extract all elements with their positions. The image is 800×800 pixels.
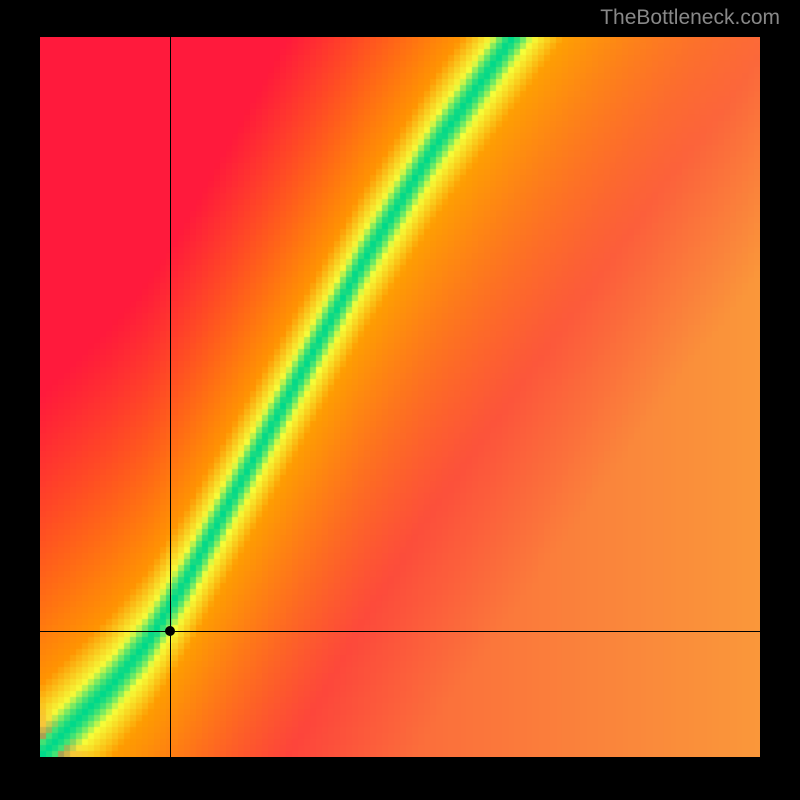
plot-area [40, 37, 760, 757]
bottleneck-heatmap [40, 37, 760, 757]
crosshair-vertical [170, 37, 171, 757]
chart-frame: TheBottleneck.com [0, 0, 800, 800]
crosshair-marker [165, 626, 175, 636]
crosshair-horizontal [40, 631, 760, 632]
attribution-label: TheBottleneck.com [600, 6, 780, 30]
